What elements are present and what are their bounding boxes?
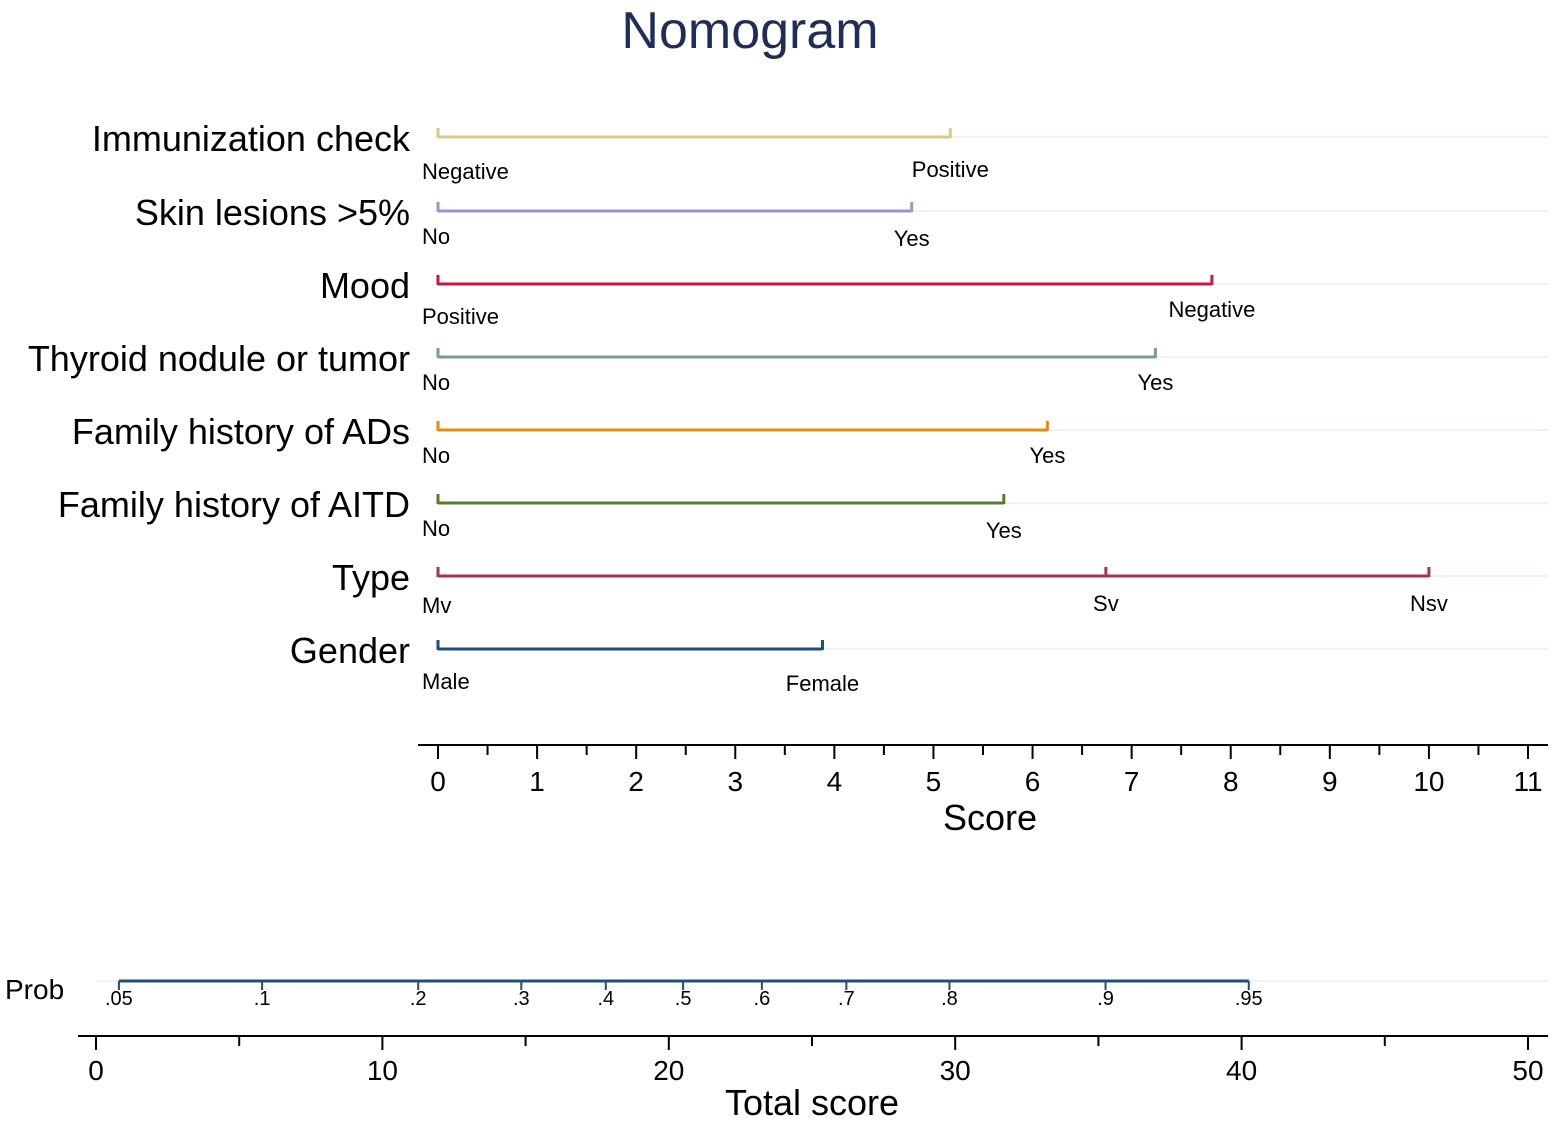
level-label: No (422, 224, 450, 249)
variable-label: Family history of AITD (58, 484, 410, 525)
level-label: Sv (1093, 591, 1119, 616)
variable-label: Thyroid nodule or tumor (28, 338, 410, 379)
score-tick-label: 8 (1223, 766, 1239, 797)
score-tick-label: 7 (1124, 766, 1140, 797)
prob-tick-label: .7 (838, 988, 855, 1010)
variable-row: Skin lesions >5% No Yes (135, 192, 1548, 251)
variable-row: Immunization check Negative Positive (92, 118, 1548, 184)
prob-tick-label: .4 (597, 988, 614, 1010)
score-tick-label: 11 (1513, 766, 1542, 797)
score-tick-label: 10 (1413, 766, 1444, 797)
level-label: No (422, 370, 450, 395)
score-axis: 0 1 2 3 4 5 6 7 8 9 10 11 (418, 744, 1548, 797)
total-tick-label: 40 (1226, 1055, 1257, 1086)
level-label: No (422, 443, 450, 468)
score-tick-label: 3 (727, 766, 743, 797)
level-label: Male (422, 669, 470, 694)
variable-label: Gender (290, 630, 410, 671)
total-score-axis: 0 10 20 30 40 50 (78, 1035, 1548, 1086)
total-tick-label: 0 (88, 1055, 104, 1086)
variable-row: Family history of ADs No Yes (72, 411, 1548, 468)
total-axis-title: Total score (725, 1082, 899, 1122)
prob-tick-label: .9 (1097, 988, 1114, 1010)
total-tick-label: 30 (940, 1055, 971, 1086)
variable-row: Type Mv Sv Nsv (332, 557, 1548, 618)
level-label: Mv (422, 593, 451, 618)
variable-label: Type (332, 557, 410, 598)
probability-scale: .05 .1 .2 .3 .4 .5 .6 .7 .8 .9 .95 (96, 979, 1548, 1010)
score-axis-title: Score (943, 797, 1037, 838)
level-label: Yes (986, 518, 1022, 543)
variable-row: Mood Positive Negative (320, 265, 1548, 329)
variable-row: Family history of AITD No Yes (58, 484, 1548, 543)
variable-row: Thyroid nodule or tumor No Yes (28, 338, 1548, 395)
chart-title: Nomogram (621, 2, 878, 60)
score-tick-label: 9 (1322, 766, 1338, 797)
score-tick-label: 0 (430, 766, 446, 797)
variable-label: Immunization check (92, 118, 411, 159)
level-label: Nsv (1410, 591, 1448, 616)
probability-title: Prob (5, 974, 64, 1005)
prob-tick-label: .1 (254, 988, 271, 1010)
score-tick-label: 1 (529, 766, 545, 797)
prob-tick-label: .05 (105, 988, 133, 1010)
variable-row: Gender Male Female (290, 630, 1548, 696)
level-label: Yes (894, 226, 930, 251)
prob-tick-label: .5 (675, 988, 692, 1010)
score-tick-label: 2 (628, 766, 644, 797)
variable-label: Mood (320, 265, 410, 306)
score-tick-label: 6 (1025, 766, 1041, 797)
score-tick-label: 5 (926, 766, 942, 797)
variable-label: Skin lesions >5% (135, 192, 410, 233)
level-label: Positive (912, 157, 989, 182)
level-label: Yes (1029, 443, 1065, 468)
prob-tick-label: .6 (754, 988, 771, 1010)
total-tick-label: 20 (653, 1055, 684, 1086)
prob-tick-label: .8 (941, 988, 958, 1010)
level-label: Positive (422, 304, 499, 329)
variable-scales: Immunization check Negative Positive Skin l… (28, 118, 1548, 696)
level-label: No (422, 516, 450, 541)
prob-tick-label: .3 (513, 988, 530, 1010)
total-tick-label: 10 (367, 1055, 398, 1086)
level-label: Yes (1137, 370, 1173, 395)
score-tick-label: 4 (827, 766, 843, 797)
level-label: Female (786, 671, 859, 696)
level-label: Negative (422, 159, 509, 184)
variable-label: Family history of ADs (72, 411, 410, 452)
prob-tick-label: .2 (410, 988, 427, 1010)
total-tick-label: 50 (1512, 1055, 1543, 1086)
prob-tick-label: .95 (1235, 988, 1263, 1010)
level-label: Negative (1168, 297, 1255, 322)
